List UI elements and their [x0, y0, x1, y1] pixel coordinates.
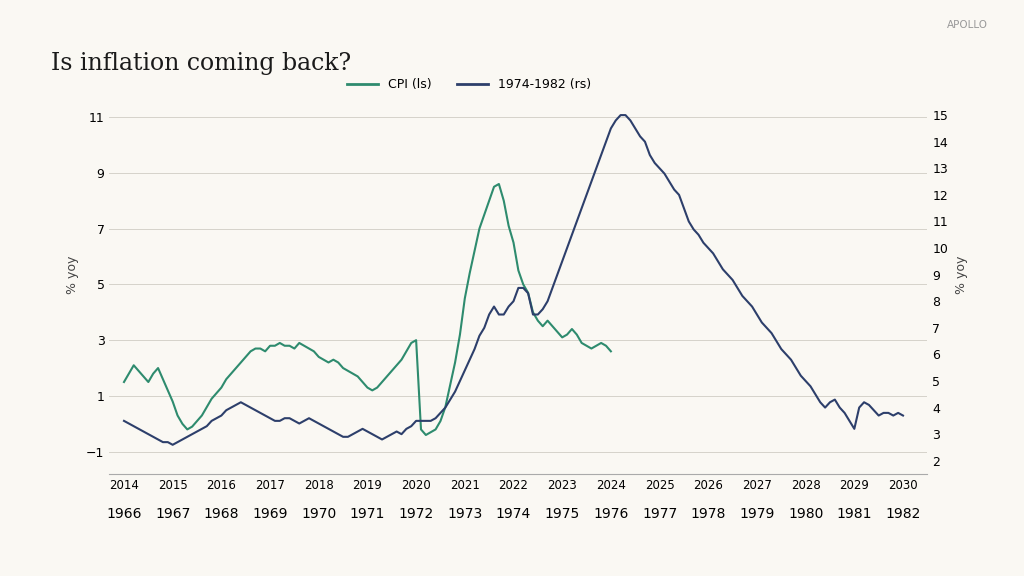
- Legend: CPI (ls), 1974-1982 (rs): CPI (ls), 1974-1982 (rs): [342, 74, 596, 97]
- Y-axis label: % yoy: % yoy: [67, 255, 79, 294]
- Text: APOLLO: APOLLO: [947, 20, 988, 30]
- Y-axis label: % yoy: % yoy: [955, 255, 968, 294]
- Text: Is inflation coming back?: Is inflation coming back?: [51, 52, 351, 75]
